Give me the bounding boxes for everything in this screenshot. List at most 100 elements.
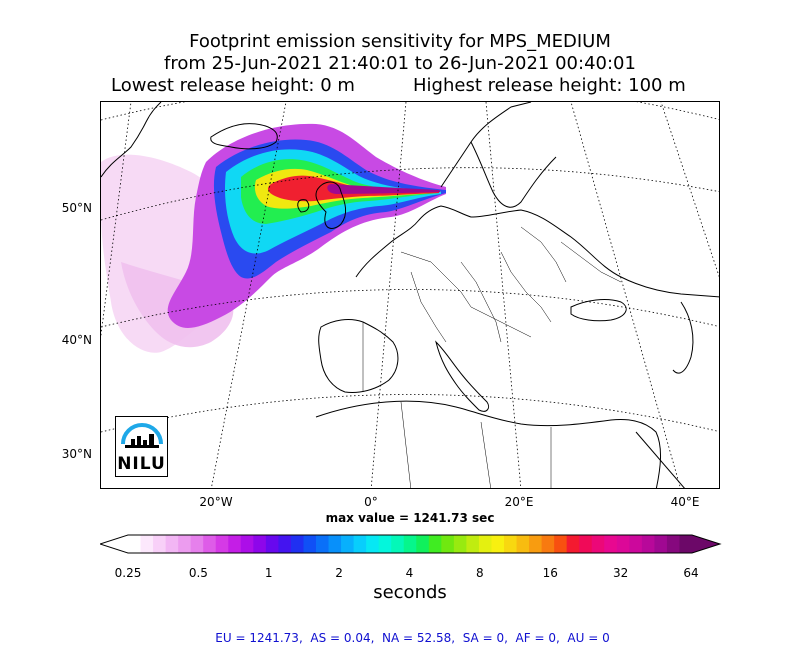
colorbar-cell — [666, 535, 680, 553]
coast-africa — [315, 400, 661, 488]
colorbar-cell — [654, 535, 668, 553]
lowest-release-height: Lowest release height: 0 m — [111, 75, 355, 96]
footprint-plume — [101, 123, 446, 353]
colorbar-tick-label: 2 — [335, 566, 343, 580]
plume-core — [327, 184, 441, 194]
colorbar-cell — [290, 535, 304, 553]
lat-label-40n: 40°N — [61, 333, 92, 347]
colorbar-cell — [253, 535, 267, 553]
plot-title-line2: from 25-Jun-2021 21:40:01 to 26-Jun-2021… — [164, 53, 636, 74]
lon-label-40e: 40°E — [670, 495, 700, 509]
colorbar-cell — [190, 535, 204, 553]
map-panel — [100, 101, 720, 489]
lat-label-50n: 50°N — [61, 201, 92, 215]
map-canvas — [101, 102, 719, 488]
colorbar-cell — [303, 535, 317, 553]
colorbar-tick-label: 64 — [683, 566, 699, 580]
colorbar-cell — [165, 535, 179, 553]
lon-label-20e: 20°E — [504, 495, 534, 509]
lon-label-20w: 20°W — [199, 495, 233, 509]
colorbar-cell — [240, 535, 254, 553]
coastlines — [101, 102, 719, 488]
colorbar-cell — [679, 535, 693, 553]
coast-scandinavia — [440, 102, 557, 208]
colorbar-cell — [215, 535, 229, 553]
nilu-logo: NILU — [115, 416, 168, 477]
coast-continent — [355, 205, 719, 298]
colorbar-cell — [128, 535, 142, 553]
colorbar-cell — [353, 535, 367, 553]
colorbar-cell — [604, 535, 618, 553]
colorbar-cell — [478, 535, 492, 553]
coast-italy — [435, 340, 490, 412]
max-value-label: max value = 1241.73 sec — [325, 511, 495, 525]
colorbar-cell — [504, 535, 518, 553]
colorbar-cell — [316, 535, 330, 553]
colorbar-cell — [416, 535, 430, 553]
colorbar-outline — [100, 534, 722, 554]
colorbar-cell — [265, 535, 279, 553]
colorbar-tick-label: 16 — [542, 566, 558, 580]
colorbar-tick-label: 32 — [612, 566, 629, 580]
highest-release-height: Highest release height: 100 m — [413, 75, 686, 96]
colorbar-cell — [491, 535, 505, 553]
colorbar-cell — [591, 535, 605, 553]
colorbar-cell — [453, 535, 467, 553]
parallel-40n — [101, 289, 719, 328]
colorbar-cell — [579, 535, 593, 553]
region-summary: EU = 1241.73, AS = 0.04, NA = 52.58, SA … — [215, 631, 610, 645]
colorbar-cell — [629, 535, 643, 553]
coast-blacksea — [570, 299, 627, 322]
parallel-30n — [101, 394, 719, 433]
colorbar-cell — [403, 535, 417, 553]
colorbar — [100, 534, 722, 554]
meridian-40e — [570, 102, 681, 488]
colorbar-extend-high — [692, 535, 720, 553]
colorbar-cell — [366, 535, 380, 553]
coast-iberia — [318, 319, 399, 393]
meridian-0 — [370, 102, 407, 488]
colorbar-cell — [641, 535, 655, 553]
meridian-20w — [210, 102, 287, 488]
meridian-20e — [485, 102, 522, 488]
colorbar-cell — [541, 535, 555, 553]
colorbar-tick-label: 0.25 — [114, 566, 142, 580]
colorbar-cell — [328, 535, 342, 553]
coast-greenland — [101, 102, 162, 178]
lon-label-0: 0° — [364, 495, 378, 509]
colorbar-cell — [203, 535, 217, 553]
colorbar-cell — [341, 535, 355, 553]
coast-redsea — [635, 431, 685, 488]
colorbar-cell — [616, 535, 630, 553]
parallel-60n — [101, 102, 719, 121]
colorbar-tick-label: 4 — [405, 566, 414, 580]
nilu-logo-text: NILU — [117, 454, 166, 474]
colorbar-cell — [566, 535, 580, 553]
coast-iceland — [210, 123, 278, 150]
colorbar-extend-low — [100, 535, 128, 553]
colorbar-cell — [140, 535, 154, 553]
colorbar-cell — [278, 535, 292, 553]
colorbar-cell — [428, 535, 442, 553]
country-borders — [362, 226, 622, 488]
colorbar-cell — [391, 535, 405, 553]
colorbar-cell — [178, 535, 192, 553]
graticule — [101, 102, 719, 488]
lat-label-30n: 30°N — [61, 447, 92, 461]
colorbar-cells — [100, 535, 720, 553]
plot-title-line1: Footprint emission sensitivity for MPS_M… — [189, 31, 611, 52]
nilu-logo-graphic — [121, 423, 163, 448]
colorbar-cell — [153, 535, 167, 553]
colorbar-cell — [466, 535, 480, 553]
colorbar-cell — [554, 535, 568, 553]
colorbar-tick-label: 0.5 — [188, 566, 208, 580]
coast-caspian — [672, 301, 694, 374]
colorbar-cell — [228, 535, 242, 553]
colorbar-label: seconds — [373, 582, 447, 603]
colorbar-cell — [516, 535, 530, 553]
colorbar-tick-label: 8 — [476, 566, 484, 580]
colorbar-tick-label: 1 — [264, 566, 273, 580]
coast-uk — [297, 181, 347, 229]
colorbar-cell — [378, 535, 392, 553]
colorbar-cell — [441, 535, 455, 553]
